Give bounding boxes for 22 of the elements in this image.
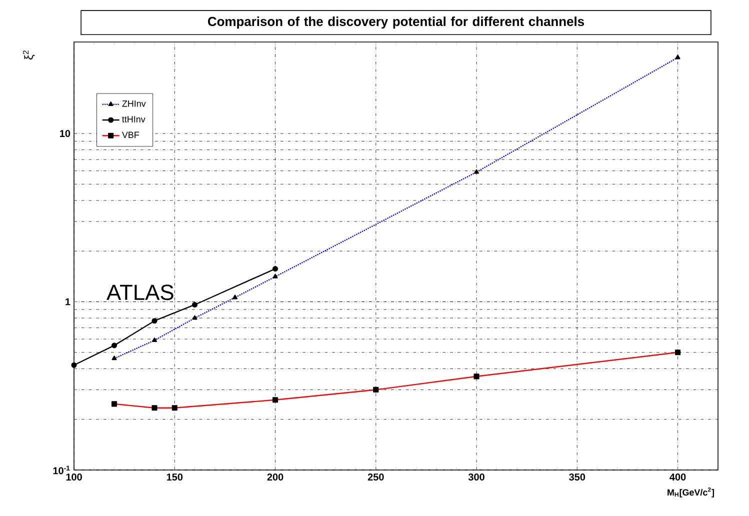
x-tick-label: 100 xyxy=(66,474,82,481)
point xyxy=(111,342,118,348)
x-axis-title: M$_{H}$[GeV/c$^{2}$] xyxy=(668,488,714,498)
point xyxy=(71,362,77,368)
legend-label: VBF xyxy=(122,132,140,138)
point xyxy=(152,318,158,324)
y-tick-label: 10$^{-1}$ xyxy=(53,466,70,474)
x-tick-label: 400 xyxy=(670,474,686,481)
x-tick-label: 300 xyxy=(468,474,484,481)
y-axis-title: ξ$^{2}$ xyxy=(22,50,35,60)
x-tick-label: 350 xyxy=(569,474,586,481)
y-tick-label: 10 xyxy=(60,130,70,138)
point xyxy=(272,266,278,272)
chart-title: Comparison of the discovery potential for different channels xyxy=(208,16,584,29)
x-tick-label: 250 xyxy=(368,474,384,481)
x-tick-label: 200 xyxy=(267,474,284,481)
legend-label: ZHInv xyxy=(122,100,146,107)
y-tick-label: 1 xyxy=(66,298,70,306)
legend-label: ttHInv xyxy=(122,116,146,122)
point xyxy=(192,302,198,308)
annotation: ATLAS xyxy=(106,284,174,300)
x-tick-label: 150 xyxy=(166,474,183,481)
